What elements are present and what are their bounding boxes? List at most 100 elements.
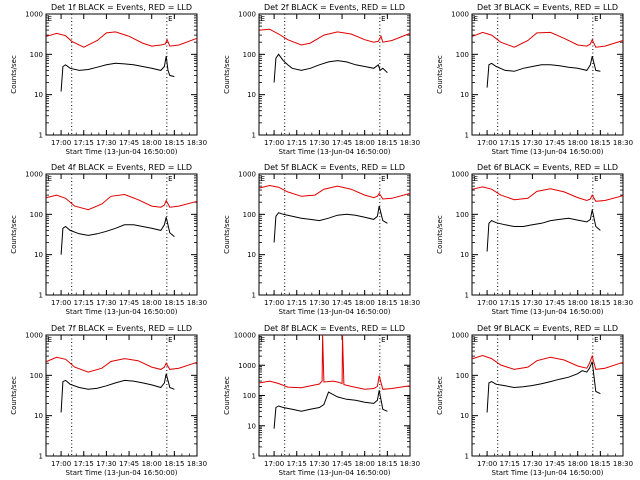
- panel-det-6: Det 6f BLACK = Events, RED = LLD 1 10 100 10…: [436, 163, 633, 316]
- x-tick-label: 17:15: [500, 299, 520, 307]
- series-events-line: [60, 217, 175, 255]
- x-tick-label: 18:30: [613, 139, 633, 147]
- x-axis-title: Start Time (13-Jun-04 16:50:00): [492, 469, 604, 477]
- x-tick-label: 18:00: [142, 460, 162, 468]
- panel-det-5: Det 5f BLACK = Events, RED = LLD 1 10 100 10…: [223, 163, 420, 316]
- x-tick-label: 18:00: [142, 299, 162, 307]
- y-tick-label: 100: [456, 211, 469, 219]
- panel-title: Det 4f BLACK = Events, RED = LLD: [51, 163, 192, 172]
- series-lld-line: [259, 28, 411, 46]
- y-axis-title: Counts/sec: [223, 215, 231, 254]
- series-events-line: [273, 390, 388, 429]
- y-tick-label: 1000: [25, 171, 43, 179]
- event-flag: E: [261, 175, 265, 183]
- x-tick-label: 17:45: [332, 139, 352, 147]
- series-events-line: [273, 205, 388, 243]
- event-flag: E: [48, 15, 52, 23]
- y-axis-title: Counts/sec: [436, 55, 444, 94]
- y-tick-label: 1: [465, 453, 469, 461]
- x-tick-label: 18:15: [164, 299, 184, 307]
- x-tick-label: 18:30: [400, 460, 420, 468]
- y-tick-label: 1: [252, 453, 256, 461]
- y-tick-label: 100: [30, 372, 43, 380]
- y-axis-title: Counts/sec: [436, 376, 444, 415]
- panel-title: Det 1f BLACK = Events, RED = LLD: [51, 3, 192, 12]
- event-flag: E: [474, 15, 478, 23]
- x-tick-label: 18:30: [187, 139, 207, 147]
- event-flag: E: [261, 336, 265, 344]
- plot-frame: [471, 173, 624, 296]
- x-tick-label: 18:15: [590, 460, 610, 468]
- x-tick-label: 18:15: [377, 299, 397, 307]
- panel-det-2: Det 2f BLACK = Events, RED = LLD 1 10 100 10…: [223, 3, 420, 156]
- x-tick-label: 18:00: [355, 139, 375, 147]
- x-tick-label: 18:30: [613, 460, 633, 468]
- y-axis-title: Counts/sec: [10, 215, 18, 254]
- series-lld-line: [472, 186, 624, 202]
- x-axis-title: Start Time (13-Jun-04 16:50:00): [66, 469, 178, 477]
- series-events-line: [486, 361, 601, 413]
- y-tick-label: 100: [30, 211, 43, 219]
- x-tick-label: 17:15: [287, 299, 307, 307]
- y-tick-label: 1: [39, 132, 43, 140]
- y-tick-label: 10000: [234, 332, 256, 340]
- y-tick-label: 10: [247, 91, 256, 99]
- y-tick-label: 100: [243, 392, 256, 400]
- x-tick-label: 17:45: [119, 460, 139, 468]
- x-tick-label: 18:00: [355, 299, 375, 307]
- panel-det-3: Det 3f BLACK = Events, RED = LLD 1 10 100 10…: [436, 3, 633, 156]
- y-tick-label: 1: [39, 292, 43, 300]
- event-flag: E: [594, 15, 598, 23]
- y-tick-label: 10: [247, 422, 256, 430]
- plot-frame: [45, 334, 198, 457]
- x-tick-label: 18:15: [164, 460, 184, 468]
- x-tick-label: 17:30: [309, 139, 329, 147]
- y-tick-label: 1000: [25, 11, 43, 19]
- x-tick-label: 17:00: [264, 460, 284, 468]
- event-flag: E: [381, 15, 385, 23]
- y-tick-label: 1000: [451, 11, 469, 19]
- x-tick-label: 18:00: [568, 139, 588, 147]
- series-lld-line: [259, 334, 411, 390]
- plot-frame: [258, 173, 411, 296]
- y-tick-label: 1: [252, 132, 256, 140]
- x-tick-label: 18:30: [187, 299, 207, 307]
- event-flag: E: [594, 336, 598, 344]
- x-axis-title: Start Time (13-Jun-04 16:50:00): [279, 148, 391, 156]
- plot-frame: [45, 13, 198, 136]
- panel-det-9: Det 9f BLACK = Events, RED = LLD 1 10 100 10…: [436, 324, 633, 477]
- x-tick-label: 18:30: [187, 460, 207, 468]
- y-tick-label: 10: [34, 251, 43, 259]
- x-tick-label: 17:15: [287, 139, 307, 147]
- y-tick-label: 100: [456, 51, 469, 59]
- series-events-line: [60, 373, 175, 413]
- x-tick-label: 18:00: [568, 299, 588, 307]
- x-tick-label: 17:00: [51, 460, 71, 468]
- panel-det-8: Det 8f BLACK = Events, RED = LLD 1 10 100 10…: [223, 324, 420, 477]
- plot-frame: [45, 173, 198, 296]
- y-axis-title: Counts/sec: [436, 215, 444, 254]
- x-tick-label: 17:45: [332, 460, 352, 468]
- panel-title: Det 6f BLACK = Events, RED = LLD: [477, 163, 618, 172]
- x-tick-label: 17:45: [119, 139, 139, 147]
- event-flag: E: [381, 336, 385, 344]
- event-flag: E: [48, 336, 52, 344]
- x-tick-label: 17:00: [264, 139, 284, 147]
- event-flag: E: [381, 175, 385, 183]
- event-flag: E: [168, 15, 172, 23]
- x-tick-label: 17:15: [500, 139, 520, 147]
- y-axis-title: Counts/sec: [10, 55, 18, 94]
- x-tick-label: 17:30: [522, 139, 542, 147]
- series-lld-line: [46, 31, 198, 48]
- y-tick-label: 10: [247, 251, 256, 259]
- y-tick-label: 1: [465, 292, 469, 300]
- y-tick-label: 1: [39, 453, 43, 461]
- plot-frame: [471, 334, 624, 457]
- event-flag: E: [48, 175, 52, 183]
- y-tick-label: 1000: [451, 171, 469, 179]
- y-tick-label: 10: [34, 412, 43, 420]
- y-tick-label: 100: [243, 51, 256, 59]
- y-tick-label: 1: [465, 132, 469, 140]
- y-tick-label: 100: [30, 51, 43, 59]
